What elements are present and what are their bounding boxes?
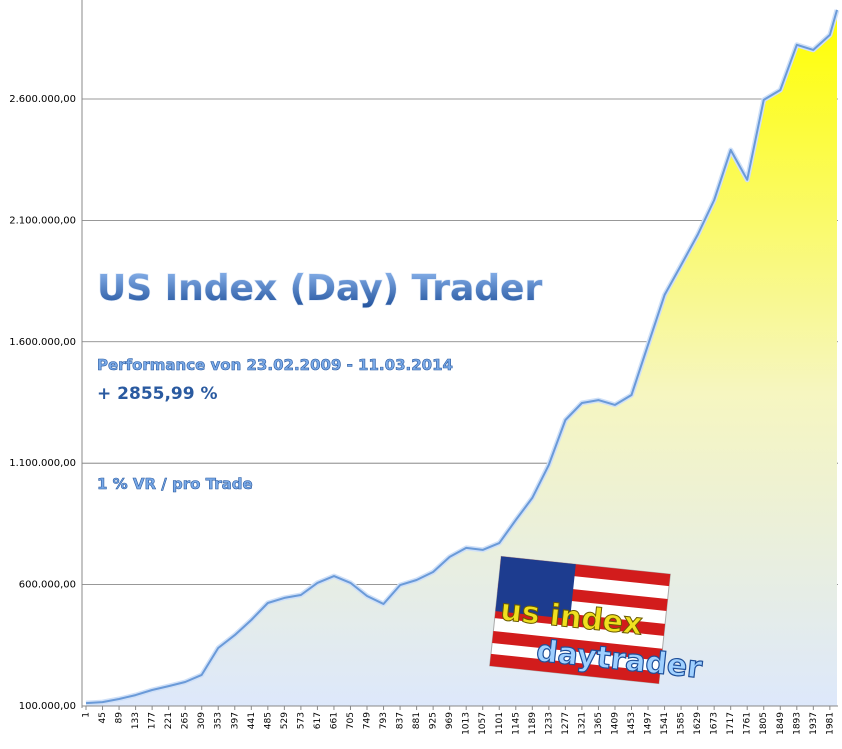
x-tick-label: 1805: [759, 712, 769, 735]
x-tick-label: 1849: [776, 712, 786, 735]
x-tick-label: 1277: [561, 712, 571, 735]
x-tick-label: 1585: [677, 712, 687, 735]
x-tick-label: 1541: [660, 712, 670, 735]
x-tick-label: 1497: [644, 712, 654, 735]
annotation: 1 % VR / pro Trade: [97, 475, 253, 493]
x-tick-label: 1101: [495, 712, 505, 735]
flag-canton: [495, 556, 576, 619]
x-tick-label: 837: [396, 712, 406, 729]
area: [86, 9, 837, 706]
x-tick-label: 1717: [726, 712, 736, 735]
x-tick-label: 1893: [792, 712, 802, 735]
x-tick-label: 353: [214, 712, 224, 729]
x-tick-label: 1365: [594, 712, 604, 735]
x-tick-label: 793: [379, 712, 389, 729]
x-tick-label: 969: [445, 712, 455, 729]
x-tick-label: 529: [280, 712, 290, 729]
x-tick-label: 1673: [710, 712, 720, 735]
x-tick-label: 265: [181, 712, 191, 729]
y-tick-label: 100.000,00: [19, 701, 76, 712]
y-tick-label: 2.600.000,00: [9, 94, 76, 105]
x-tick-label: 1981: [825, 712, 835, 735]
x-tick-label: 661: [329, 712, 339, 729]
x-tick-label: 133: [131, 712, 141, 729]
x-tick-label: 397: [230, 712, 240, 729]
x-tick-label: 1321: [577, 712, 587, 735]
x-tick-label: 617: [313, 712, 323, 729]
x-tick-label: 1629: [693, 712, 703, 735]
x-tick-label: 1409: [610, 712, 620, 735]
annotation: + 2855,99 %: [97, 384, 218, 404]
y-tick-label: 1.100.000,00: [9, 458, 76, 469]
flag-stripe: [489, 653, 661, 684]
x-tick-label: 221: [164, 712, 174, 729]
y-tick-label: 600.000,00: [19, 580, 76, 591]
x-tick-label: 485: [263, 712, 273, 729]
y-tick-label: 2.100.000,00: [9, 215, 76, 226]
logo: us index daytrader: [489, 555, 705, 687]
x-tick-label: 89: [115, 712, 125, 724]
x-tick-label: 1145: [511, 712, 521, 735]
line: [85, 9, 838, 705]
x-tick-label: 749: [363, 712, 373, 729]
x-tick-label: 705: [346, 712, 356, 729]
x-tick-label: 1013: [462, 712, 472, 735]
x-tick-label: 177: [148, 712, 158, 729]
logo-text: us index: [499, 593, 644, 643]
x-tick-label: 441: [247, 712, 257, 729]
chart-title: US Index (Day) Trader: [97, 268, 542, 309]
flag-stripe: [492, 631, 663, 661]
x-tick-label: 1453: [627, 712, 637, 735]
x-tick-label: 573: [296, 712, 306, 729]
x-tick-label: 1057: [478, 712, 488, 735]
x-tick-label: 1937: [809, 712, 819, 735]
x-tick-label: 881: [412, 712, 422, 729]
x-tick-label: 1: [82, 712, 92, 718]
subtitle: Performance von 23.02.2009 - 11.03.2014: [97, 356, 453, 374]
y-tick-label: 1.600.000,00: [9, 337, 76, 348]
x-tick-label: 1761: [743, 712, 753, 735]
x-tick-label: 1233: [544, 712, 554, 735]
x-tick-label: 309: [197, 712, 207, 729]
x-tick-label: 925: [429, 712, 439, 729]
x-tick-label: 1189: [528, 712, 538, 735]
x-tick-label: 45: [98, 712, 108, 723]
